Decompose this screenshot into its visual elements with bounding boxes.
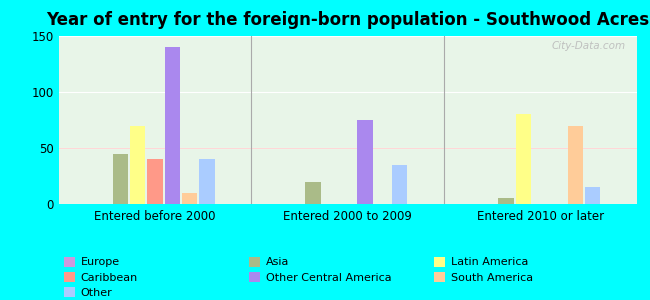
Legend: Latin America, South America: Latin America, South America: [434, 256, 533, 283]
Bar: [358, 120, 372, 204]
Text: City-Data.com: City-Data.com: [551, 41, 625, 51]
Bar: [392, 165, 408, 204]
Bar: [200, 159, 214, 204]
Bar: [164, 47, 180, 204]
Bar: [567, 126, 583, 204]
Bar: [182, 193, 197, 204]
Bar: [148, 159, 162, 204]
Bar: [585, 187, 601, 204]
Title: Year of entry for the foreign-born population - Southwood Acres: Year of entry for the foreign-born popul…: [46, 11, 649, 29]
Bar: [130, 126, 145, 204]
Bar: [499, 198, 514, 204]
Bar: [306, 182, 320, 204]
Bar: [112, 154, 128, 204]
Bar: [515, 114, 531, 204]
